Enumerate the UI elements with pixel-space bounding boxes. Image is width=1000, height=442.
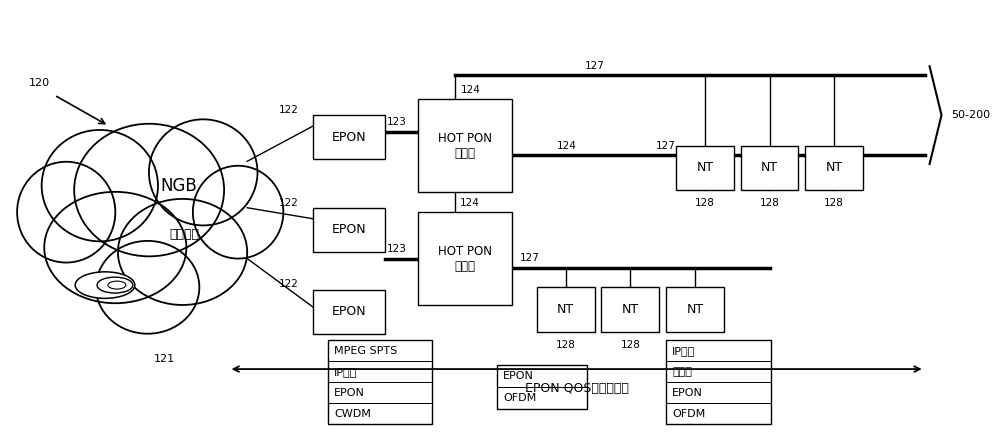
Text: 120: 120 xyxy=(29,78,50,88)
Bar xyxy=(418,99,512,192)
Text: 128: 128 xyxy=(695,198,715,208)
Text: 122: 122 xyxy=(278,279,298,290)
Text: 123: 123 xyxy=(387,117,407,127)
Bar xyxy=(313,290,385,334)
Text: 128: 128 xyxy=(685,340,705,351)
Text: HOT PON
转换器: HOT PON 转换器 xyxy=(438,244,492,273)
Text: OFDM: OFDM xyxy=(503,393,536,403)
Text: IP多播: IP多播 xyxy=(672,346,695,356)
Text: 128: 128 xyxy=(556,340,576,351)
Text: 124: 124 xyxy=(557,141,577,151)
Text: EPON: EPON xyxy=(332,305,366,318)
Text: 127: 127 xyxy=(520,253,540,263)
Text: 121: 121 xyxy=(153,354,175,365)
Text: IP多播: IP多播 xyxy=(334,367,357,377)
Ellipse shape xyxy=(42,130,158,241)
Circle shape xyxy=(97,277,133,293)
Text: NT: NT xyxy=(826,161,843,175)
Text: 124: 124 xyxy=(459,198,479,208)
Text: EPON: EPON xyxy=(503,371,534,381)
Bar xyxy=(741,146,798,190)
Text: NT: NT xyxy=(761,161,778,175)
Bar xyxy=(497,365,587,409)
Text: NT: NT xyxy=(557,303,574,316)
Text: 127: 127 xyxy=(585,61,604,71)
Text: 122: 122 xyxy=(278,105,298,115)
Text: NT: NT xyxy=(696,161,713,175)
Text: NGB: NGB xyxy=(161,177,197,194)
Text: EPON: EPON xyxy=(334,388,365,398)
Text: EPON QOS，以及供应: EPON QOS，以及供应 xyxy=(525,382,629,396)
Bar xyxy=(805,146,863,190)
Text: 50-200: 50-200 xyxy=(951,110,991,120)
Text: MPEG SPTS: MPEG SPTS xyxy=(334,346,397,356)
Ellipse shape xyxy=(118,199,247,305)
Text: NT: NT xyxy=(622,303,639,316)
Text: 128: 128 xyxy=(760,198,779,208)
Circle shape xyxy=(108,281,126,289)
Text: 128: 128 xyxy=(824,198,844,208)
Text: EPON: EPON xyxy=(672,388,703,398)
Text: HOT PON
转换器: HOT PON 转换器 xyxy=(438,132,492,160)
Text: 128: 128 xyxy=(620,340,640,351)
Text: 以太网: 以太网 xyxy=(672,367,692,377)
Text: EPON: EPON xyxy=(332,223,366,236)
Bar xyxy=(537,287,595,332)
Ellipse shape xyxy=(17,162,115,263)
Bar xyxy=(313,208,385,252)
Ellipse shape xyxy=(74,124,224,256)
Bar xyxy=(666,340,771,424)
Bar xyxy=(313,115,385,159)
Text: CWDM: CWDM xyxy=(334,409,371,419)
Text: OFDM: OFDM xyxy=(672,409,705,419)
Ellipse shape xyxy=(44,192,186,303)
Bar xyxy=(418,212,512,305)
Text: 127: 127 xyxy=(656,141,676,151)
Text: 122: 122 xyxy=(278,198,298,208)
Text: 123: 123 xyxy=(387,244,407,254)
Bar xyxy=(601,287,659,332)
Ellipse shape xyxy=(149,119,257,225)
Text: 124: 124 xyxy=(460,85,480,95)
Text: EPON: EPON xyxy=(332,130,366,144)
Text: NT: NT xyxy=(686,303,704,316)
Circle shape xyxy=(75,272,135,298)
Ellipse shape xyxy=(96,241,199,334)
Ellipse shape xyxy=(193,166,283,259)
Bar xyxy=(666,287,724,332)
Bar xyxy=(328,340,432,424)
Text: 聚合网络: 聚合网络 xyxy=(169,228,199,241)
Bar xyxy=(676,146,734,190)
